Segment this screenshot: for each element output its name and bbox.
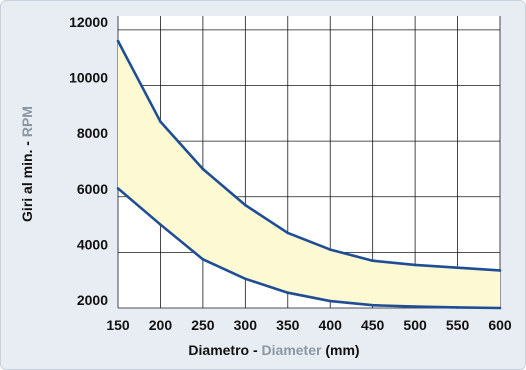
max-rpm-point-250 <box>201 167 205 171</box>
y-axis-title: Giri al min. - RPM <box>19 106 35 222</box>
y-axis-title-highlight: RPM <box>19 106 35 137</box>
min-rpm-line <box>117 187 501 310</box>
x-tick-label-400: 400 <box>319 317 343 333</box>
x-axis-title-suffix: (mm) <box>321 342 359 358</box>
max-rpm-point-600 <box>498 269 502 272</box>
x-tick-label-250: 250 <box>191 317 215 333</box>
max-rpm-point-450 <box>371 259 374 263</box>
x-tick-label-150: 150 <box>106 317 130 333</box>
min-rpm-point-200 <box>159 223 162 226</box>
min-rpm-point-450 <box>371 303 374 307</box>
max-rpm-point-150 <box>116 39 120 43</box>
x-tick-label-500: 500 <box>403 317 427 333</box>
max-rpm-point-200 <box>159 120 162 123</box>
min-rpm-point-550 <box>456 306 459 309</box>
y-tick-label-2000: 2000 <box>77 292 108 308</box>
y-axis-title-prefix: Giri al min. - <box>19 137 35 222</box>
min-rpm-point-300 <box>244 277 247 281</box>
max-rpm-point-400 <box>328 248 332 251</box>
min-rpm-point-500 <box>413 305 417 308</box>
y-tick-label-12000: 12000 <box>69 14 108 30</box>
x-axis-title: Diametro - Diameter (mm) <box>188 342 359 358</box>
x-tick-label-350: 350 <box>276 317 300 333</box>
x-tick-label-200: 200 <box>149 317 173 333</box>
max-rpm-point-350 <box>286 231 290 235</box>
rpm-range-band <box>118 41 500 309</box>
y-tick-label-10000: 10000 <box>69 70 108 86</box>
y-tick-labels: 2000 4000 6000 8000 10000 12000 <box>69 14 108 308</box>
y-tick-label-6000: 6000 <box>77 181 108 197</box>
x-axis-title-prefix: Diametro - <box>188 342 261 358</box>
x-tick-label-600: 600 <box>488 317 512 333</box>
max-rpm-point-550 <box>456 266 459 269</box>
min-rpm-point-250 <box>201 258 205 261</box>
min-rpm-point-350 <box>286 291 290 295</box>
max-rpm-point-500 <box>413 263 417 267</box>
x-tick-label-450: 450 <box>361 317 385 333</box>
min-rpm-point-150 <box>116 187 120 190</box>
y-tick-label-8000: 8000 <box>77 125 108 141</box>
min-rpm-point-400 <box>328 299 332 303</box>
x-tick-labels: 150 200 250 300 350 400 450 500 550 600 <box>106 317 512 333</box>
x-tick-label-300: 300 <box>234 317 258 333</box>
min-rpm-point-600 <box>498 306 502 310</box>
max-rpm-line <box>116 40 501 272</box>
x-axis-title-highlight: Diameter <box>262 342 322 358</box>
y-tick-label-4000: 4000 <box>77 236 108 252</box>
max-rpm-point-300 <box>244 203 247 207</box>
x-tick-label-550: 550 <box>446 317 470 333</box>
